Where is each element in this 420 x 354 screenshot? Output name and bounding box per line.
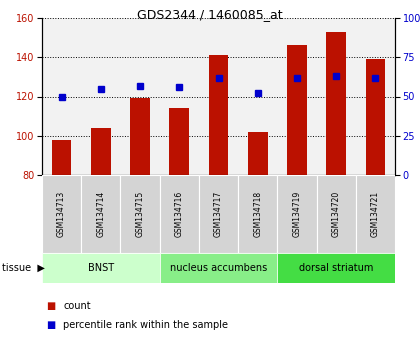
- Bar: [170, 108, 189, 175]
- Text: GSM134718: GSM134718: [253, 191, 262, 237]
- Bar: [52, 140, 71, 175]
- Bar: [42, 175, 81, 253]
- Bar: [317, 175, 356, 253]
- Bar: [365, 59, 385, 175]
- Text: ■: ■: [46, 320, 55, 331]
- Bar: [287, 45, 307, 175]
- Text: GSM134716: GSM134716: [175, 191, 184, 237]
- Text: GSM134713: GSM134713: [57, 191, 66, 237]
- Text: GSM134714: GSM134714: [96, 191, 105, 237]
- Text: percentile rank within the sample: percentile rank within the sample: [63, 320, 228, 331]
- Text: count: count: [63, 301, 91, 311]
- Bar: [326, 32, 346, 175]
- Bar: [238, 175, 277, 253]
- Bar: [356, 175, 395, 253]
- Text: GSM134715: GSM134715: [136, 191, 144, 237]
- Bar: [91, 128, 110, 175]
- Text: GSM134720: GSM134720: [332, 191, 341, 237]
- Bar: [209, 55, 228, 175]
- Bar: [248, 132, 268, 175]
- Bar: [130, 98, 150, 175]
- Text: nucleus accumbens: nucleus accumbens: [170, 263, 267, 273]
- Bar: [160, 253, 277, 283]
- Text: GDS2344 / 1460085_at: GDS2344 / 1460085_at: [137, 8, 283, 21]
- Bar: [277, 253, 395, 283]
- Bar: [42, 253, 160, 283]
- Text: GSM134721: GSM134721: [371, 191, 380, 237]
- Bar: [199, 175, 238, 253]
- Bar: [121, 175, 160, 253]
- Text: BNST: BNST: [88, 263, 114, 273]
- Bar: [160, 175, 199, 253]
- Text: tissue  ▶: tissue ▶: [2, 263, 45, 273]
- Text: ■: ■: [46, 301, 55, 311]
- Text: dorsal striatum: dorsal striatum: [299, 263, 373, 273]
- Text: GSM134719: GSM134719: [292, 191, 302, 237]
- Bar: [277, 175, 317, 253]
- Text: GSM134717: GSM134717: [214, 191, 223, 237]
- Bar: [81, 175, 121, 253]
